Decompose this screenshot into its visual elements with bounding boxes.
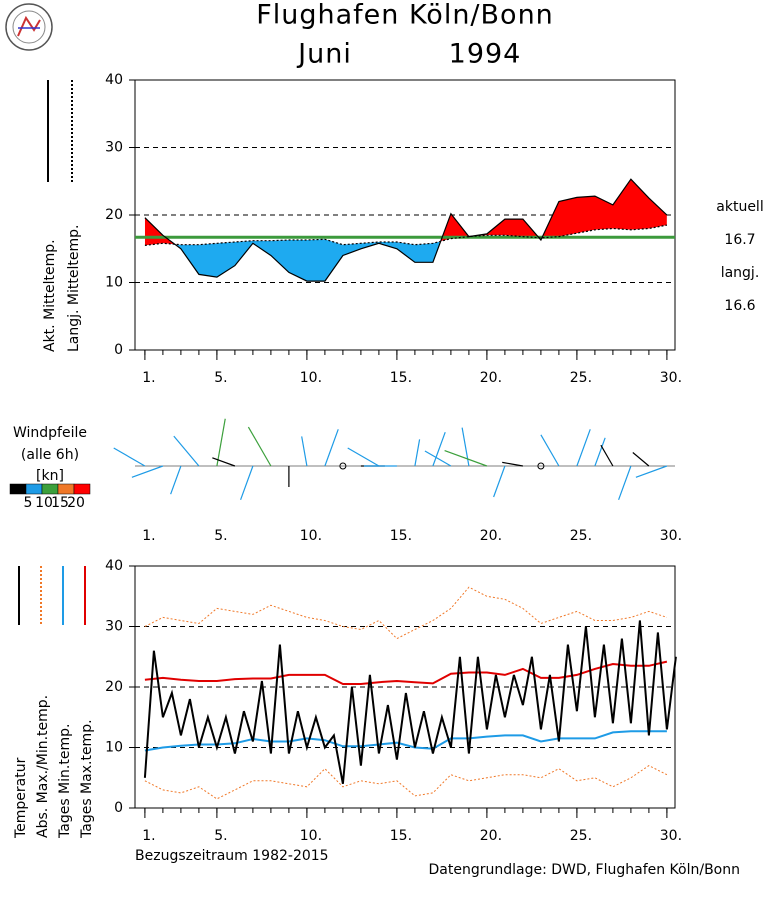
x-tick-label: 15. — [390, 528, 412, 544]
x-tick-label: 5. — [214, 528, 227, 544]
colorbar-tick-label: 20 — [67, 495, 85, 511]
wind-arrow — [502, 461, 524, 467]
wind-arrow — [635, 465, 668, 478]
colorbar-segment — [57, 483, 75, 495]
x-tick-label: 5. — [214, 370, 227, 386]
x-tick-label: 10. — [300, 828, 322, 844]
wind-arrow — [618, 465, 632, 501]
y-tick-label: 10 — [105, 275, 123, 291]
y-tick-label: 20 — [105, 207, 123, 223]
wind-arrow — [414, 439, 421, 467]
x-tick-label: 25. — [570, 828, 592, 844]
colorbar-tick-label: 10 — [35, 495, 53, 511]
title: Flughafen Köln/Bonn — [256, 0, 554, 31]
wind-arrow — [493, 465, 506, 498]
month: Juni — [296, 39, 352, 70]
colorbar-segment — [9, 483, 27, 495]
legend-label: Tages Min.temp. — [57, 724, 73, 839]
temperature-line — [143, 620, 677, 784]
wind-arrow — [632, 452, 650, 467]
x-tick-label: 20. — [480, 528, 502, 544]
series-line — [144, 660, 668, 685]
wind-arrow — [212, 457, 236, 467]
x-tick-label: 15. — [390, 370, 412, 386]
y-tick-label: 30 — [105, 140, 123, 156]
colorbar-tick-label: 15 — [51, 495, 69, 511]
plot-frame — [134, 79, 676, 351]
colorbar-segment — [73, 483, 91, 495]
y-tick-label: 0 — [114, 800, 123, 816]
x-tick-label: 20. — [480, 828, 502, 844]
current-label: aktuell — [716, 199, 763, 215]
wind-arrow — [170, 465, 182, 495]
logo — [5, 3, 53, 51]
x-tick-label: 30. — [660, 528, 682, 544]
source: Datengrundlage: DWD, Flughafen Köln/Bonn — [428, 862, 740, 878]
wind-title: Windpfeile — [13, 425, 87, 441]
area-below — [144, 225, 667, 282]
legend-label: Temperatur — [13, 757, 29, 839]
wind-arrow — [432, 431, 446, 467]
x-tick-label: 15. — [390, 828, 412, 844]
year: 1994 — [449, 39, 522, 70]
y-tick-label: 30 — [105, 619, 123, 635]
wind-arrow — [324, 429, 339, 467]
wind-calm — [339, 462, 347, 470]
series-line — [144, 224, 668, 246]
wind-arrow — [461, 427, 470, 467]
wind-arrow — [576, 429, 591, 467]
legend-label: Tages Max.temp. — [79, 719, 95, 839]
longterm-value: 16.6 — [724, 298, 755, 314]
y-tick-label: 40 — [105, 72, 123, 88]
plot-frame — [134, 565, 676, 809]
y-tick-label: 0 — [114, 342, 123, 358]
wind-subtitle: (alle 6h) — [21, 447, 79, 463]
x-tick-label: 10. — [300, 370, 322, 386]
x-tick-label: 30. — [660, 828, 682, 844]
x-tick-label: 1. — [142, 828, 155, 844]
wind-arrow — [347, 447, 380, 467]
x-tick-label: 20. — [480, 370, 502, 386]
legend-label: Langj. Mitteltemp. — [66, 225, 82, 352]
legend-label: Akt. Mitteltemp. — [42, 239, 58, 352]
series-line — [144, 178, 668, 282]
wind-arrow — [113, 447, 146, 467]
wind-arrow — [216, 418, 226, 467]
longterm-label: langj. — [721, 265, 760, 281]
reference-period: Bezugszeitraum 1982-2015 — [135, 848, 329, 864]
wind-arrow — [600, 444, 614, 467]
x-tick-label: 30. — [660, 370, 682, 386]
x-tick-label: 10. — [300, 528, 322, 544]
abs-min-line — [144, 765, 668, 800]
wind-arrow — [131, 465, 164, 478]
colorbar-tick-label: 5 — [24, 495, 33, 511]
wind-arrow — [540, 434, 560, 467]
wind-arrow — [594, 437, 606, 467]
x-tick-label: 1. — [142, 528, 155, 544]
colorbar-segment — [25, 483, 43, 495]
y-tick-label: 40 — [105, 558, 123, 574]
legend-label: Abs. Max./Min.temp. — [35, 695, 51, 838]
plots: 0 10 20 30 40 1. 5. 10. 15. 20. 25. 30. aktuell 16.7 l… — [9, 72, 764, 844]
x-tick-label: 5. — [214, 828, 227, 844]
wind-arrow — [424, 450, 452, 467]
wind-unit: [kn] — [36, 468, 64, 484]
x-tick-label: 1. — [142, 370, 155, 386]
colorbar-segment — [41, 483, 59, 495]
current-value: 16.7 — [724, 232, 755, 248]
abs-max-line — [144, 586, 668, 640]
wind-calm — [537, 462, 545, 470]
x-tick-label: 25. — [570, 370, 592, 386]
y-tick-label: 20 — [105, 679, 123, 695]
wind-arrow — [247, 426, 272, 467]
wind-arrow — [301, 436, 308, 467]
x-tick-label: 25. — [570, 528, 592, 544]
wind-arrow — [240, 465, 254, 501]
y-tick-label: 10 — [105, 740, 123, 756]
wind-arrow — [173, 435, 200, 467]
wind-arrow — [444, 450, 488, 467]
